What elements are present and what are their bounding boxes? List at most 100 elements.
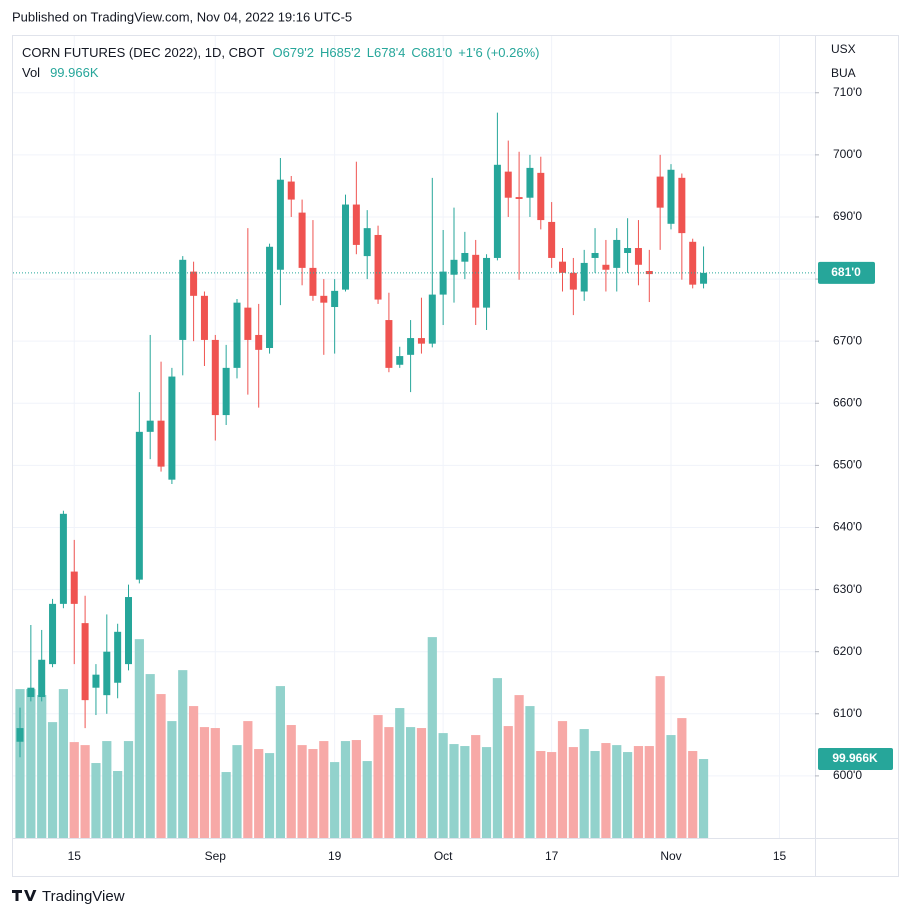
candle-body: [157, 420, 165, 467]
volume-bar: [178, 670, 188, 838]
candle-body: [320, 295, 328, 303]
candle-body: [16, 728, 24, 742]
volume-bar: [395, 708, 405, 838]
candle-body: [656, 176, 664, 208]
volume-bar: [47, 722, 58, 838]
volume-bar: [15, 689, 25, 838]
y-tick-label: 630'0: [833, 582, 862, 596]
x-tick-label: 15: [773, 849, 787, 863]
brand-name: TradingView: [42, 888, 125, 905]
published-note: Published on TradingView.com, Nov 04, 20…: [12, 9, 352, 24]
volume-bar: [340, 741, 351, 838]
volume-bar: [406, 727, 416, 838]
candle-body: [146, 420, 154, 432]
candle-body: [255, 334, 263, 350]
volume-bar: [232, 745, 242, 838]
candle-body: [385, 320, 393, 368]
volume-bar: [514, 695, 524, 838]
candle-body: [92, 674, 100, 688]
candle-body: [103, 651, 111, 696]
candle-body: [374, 234, 382, 300]
y-tick-label: 650'0: [833, 458, 862, 472]
volume-bar: [210, 728, 220, 838]
axes: 600'0 610'0 620'0 630'0 640'0 650'0 660'0 670'0…: [68, 85, 893, 863]
volume-bar: [547, 752, 557, 838]
candle-body: [244, 307, 252, 340]
legend-open: O679'2: [272, 45, 314, 60]
y-tick-label: 660'0: [833, 395, 862, 409]
candle-body: [515, 197, 523, 199]
candle-body: [342, 204, 349, 290]
candle-body: [233, 302, 241, 368]
y-tick-label: 670'0: [833, 333, 862, 347]
candle-body: [363, 228, 371, 257]
volume-bar: [286, 725, 296, 838]
candle-body: [569, 272, 577, 290]
price-pane: [13, 112, 815, 758]
currency: USX: [831, 42, 856, 56]
volume-bar: [373, 715, 383, 838]
volume-bar: [525, 706, 535, 838]
volume-bar: [677, 718, 687, 838]
candle-body: [276, 179, 284, 270]
volume-name: Vol: [22, 65, 40, 80]
candle-body: [287, 181, 295, 200]
volume-bar: [503, 726, 513, 838]
volume-bar: [221, 772, 231, 838]
candle-body: [667, 169, 675, 224]
volume-bar: [254, 749, 264, 838]
candle-body: [450, 259, 458, 275]
candle-body: [493, 164, 501, 258]
candle-body: [591, 252, 599, 258]
x-tick-label: Nov: [660, 849, 681, 863]
volume-bar: [58, 689, 68, 838]
volume-bar: [557, 721, 568, 838]
candle-body: [483, 257, 491, 308]
volume-bar: [113, 771, 123, 838]
last-price-tag: [818, 261, 875, 284]
legend: CORN FUTURES (DEC 2022), 1D, CBOT O679'2 H…: [22, 45, 539, 60]
candle-body: [439, 271, 447, 295]
candle-body: [331, 290, 339, 308]
candle-body: [70, 571, 78, 604]
candle-body: [27, 687, 35, 698]
candle-body: [179, 259, 187, 340]
candle-body: [190, 271, 198, 296]
volume-bar: [471, 735, 481, 838]
volume-bar: [666, 735, 676, 838]
volume-bar: [297, 745, 307, 838]
candle-body: [200, 295, 208, 340]
volume-bar: [189, 706, 199, 838]
candle-body: [602, 264, 610, 270]
candle-body: [298, 212, 306, 268]
volume-bar: [199, 727, 210, 838]
last-price-label: 681'0: [831, 265, 861, 279]
candle-body: [59, 513, 67, 604]
volume-bar: [579, 729, 589, 838]
x-tick-label: 17: [545, 849, 559, 863]
candle-body: [461, 252, 469, 262]
candle-body: [38, 659, 46, 698]
volume-bar: [590, 751, 600, 838]
volume-bar: [612, 745, 622, 838]
volume-bar: [416, 728, 427, 838]
candle-body: [428, 294, 436, 344]
volume-bar: [330, 762, 340, 838]
volume-bar: [69, 742, 79, 838]
x-tick-label: Oct: [434, 849, 453, 863]
y-tick-label: 620'0: [833, 644, 862, 658]
legend-low: L678'4: [367, 45, 406, 60]
candle-body: [309, 267, 317, 296]
candle-body: [472, 254, 480, 308]
volume-bar: [156, 694, 166, 838]
volume-bar: [384, 727, 394, 838]
volume-bar: [145, 674, 155, 838]
volume-bar: [351, 740, 361, 838]
x-tick-label: Sep: [205, 849, 227, 863]
volume-tag-label: 99.966K: [832, 751, 878, 765]
candle-body: [634, 248, 642, 265]
legend-change: +1'6 (+0.26%): [458, 45, 539, 60]
chart-frame: [12, 35, 899, 877]
volume-bar: [481, 747, 492, 838]
unit-backdrop: [826, 40, 866, 84]
